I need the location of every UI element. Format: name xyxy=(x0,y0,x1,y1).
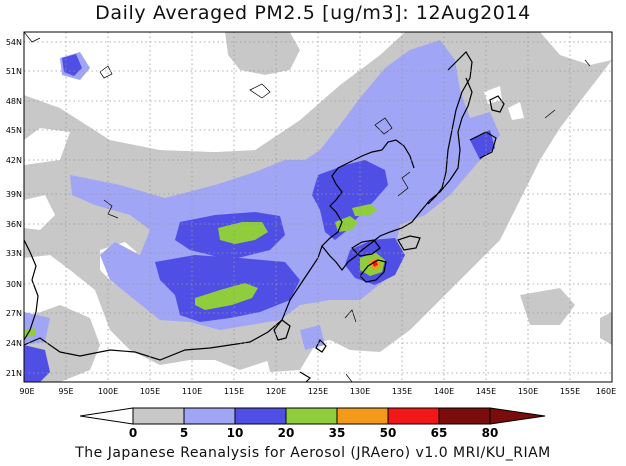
lat-label: 51N xyxy=(6,67,22,76)
legend-high-arrow xyxy=(489,407,546,425)
legend-tick: 20 xyxy=(278,426,295,440)
credit-line: The Japanese Reanalysis for Aerosol (JRA… xyxy=(75,445,551,461)
lat-label: 36N xyxy=(6,220,22,229)
graticule xyxy=(24,32,612,382)
legend-swatch xyxy=(285,407,338,425)
map-title: Daily Averaged PM2.5 [ug/m3]: 12Aug2014 xyxy=(95,2,531,24)
legend-ticks: 0 5 10 20 35 50 65 80 xyxy=(129,426,499,440)
lat-label: 24N xyxy=(6,339,22,348)
lat-label: 33N xyxy=(6,249,22,258)
lat-label: 27N xyxy=(6,309,22,318)
latitude-labels: 54N 51N 48N 45N 42N 39N 36N 33N 30N 27N … xyxy=(6,38,22,378)
lat-label: 30N xyxy=(6,280,22,289)
lon-label: 95E xyxy=(58,387,73,396)
legend-swatch xyxy=(234,407,287,425)
legend-low-arrow xyxy=(79,407,134,425)
legend-tick: 5 xyxy=(180,426,188,440)
coastlines xyxy=(24,51,505,382)
legend-swatch xyxy=(336,407,389,425)
lat-label: 21N xyxy=(6,369,22,378)
legend-swatch xyxy=(387,407,440,425)
lon-label: 90E xyxy=(19,387,34,396)
lat-label: 54N xyxy=(6,38,22,47)
lon-label: 110E xyxy=(182,387,202,396)
legend-tick: 65 xyxy=(431,426,448,440)
lon-label: 120E xyxy=(266,387,286,396)
lon-label: 145E xyxy=(476,387,496,396)
lon-label: 160E xyxy=(596,387,616,396)
lon-label: 100E xyxy=(98,387,118,396)
lon-label: 155E xyxy=(560,387,580,396)
legend-tick: 35 xyxy=(329,426,346,440)
lon-label: 125E xyxy=(308,387,328,396)
lat-label: 39N xyxy=(6,190,22,199)
lat-label: 48N xyxy=(6,97,22,106)
legend-tick: 0 xyxy=(129,426,137,440)
lon-label: 115E xyxy=(224,387,244,396)
lon-label: 130E xyxy=(350,387,370,396)
lon-label: 150E xyxy=(518,387,538,396)
lat-label: 45N xyxy=(6,126,22,135)
red-hotspot xyxy=(372,260,378,267)
lon-label: 105E xyxy=(140,387,160,396)
map-frame xyxy=(23,31,613,383)
lat-label: 42N xyxy=(6,156,22,165)
legend-tick: 50 xyxy=(380,426,397,440)
color-legend xyxy=(79,407,546,425)
lon-label: 135E xyxy=(392,387,412,396)
legend-swatch xyxy=(132,407,185,425)
lon-label: 140E xyxy=(434,387,454,396)
legend-swatch xyxy=(438,407,491,425)
concentration-field xyxy=(24,32,612,382)
legend-tick: 10 xyxy=(227,426,244,440)
legend-tick: 80 xyxy=(482,426,499,440)
longitude-labels: 90E 95E 100E 105E 110E 115E 120E 125E 13… xyxy=(19,387,616,396)
legend-swatch xyxy=(183,407,236,425)
